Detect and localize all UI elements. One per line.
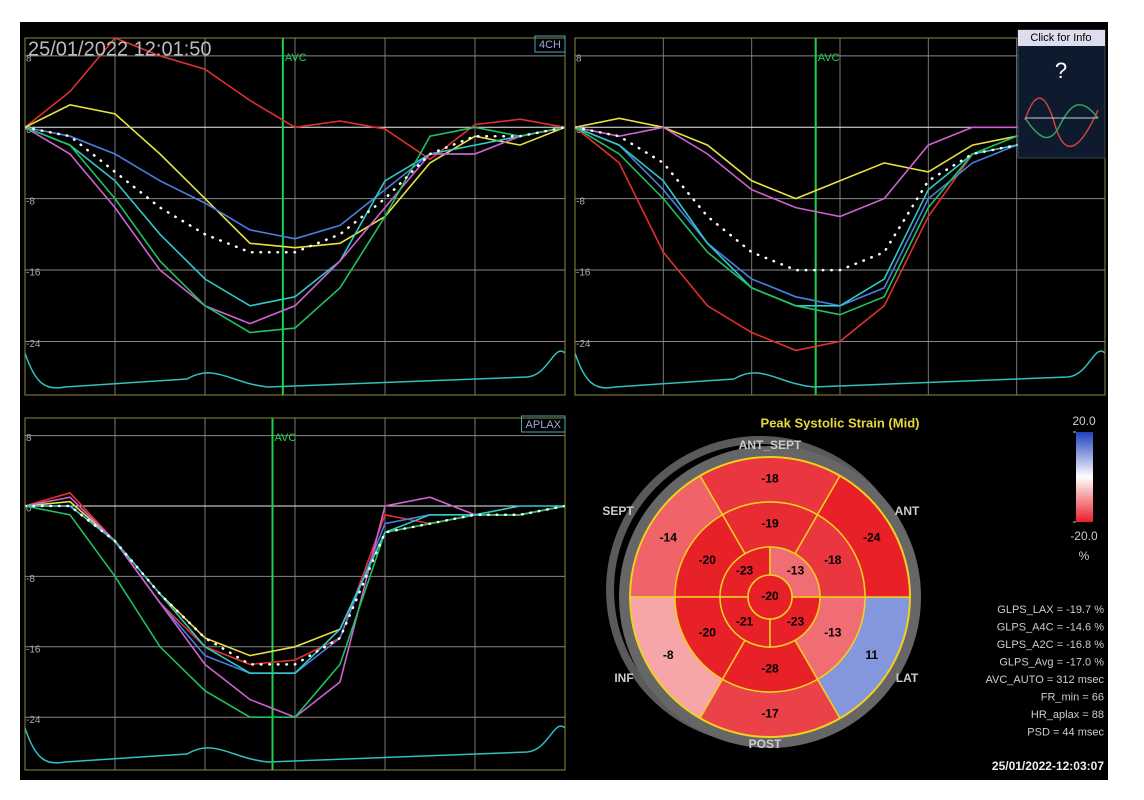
segment-label: -17 [761,707,779,721]
avc-label: AVC [285,52,307,64]
y-tick-label: 8 [26,53,32,64]
segment-label: -13 [824,625,842,639]
measurement: GLPS_A2C = -16.8 % [997,639,1105,651]
strain-curve [25,504,565,666]
strain-curve [575,126,1105,272]
y-tick-label: 0 [26,504,32,515]
icon-curve [1024,104,1099,139]
y-tick-label: -8 [26,574,35,585]
view-tab-box [534,35,566,53]
segment-label: -8 [663,648,674,662]
timestamp: 25/01/2022 12:01:50 [28,38,212,60]
bullseye: -18 -14 -8 -17 11 -24 -19 -20 -20 -28 -13 -18 -23 -21… [602,436,921,751]
ecg-trace [24,725,566,764]
measurement: FR_min = 66 [1041,691,1104,703]
y-tick-label: -16 [26,268,41,279]
ecg-trace [24,350,566,389]
segment-label: -18 [761,472,779,486]
outer-ring [619,446,921,748]
measurement: GLPS_Avg = -17.0 % [999,656,1104,668]
curves [25,38,565,334]
strain-panels: 80-8-16-24AVC4CH80-8-16-24AVC80-8-16-24A… [24,35,1106,771]
bullseye-title: Peak Systolic Strain (Mid) [761,415,920,430]
info-box[interactable] [1017,29,1106,159]
strain-curve [25,38,565,161]
viewer-background [20,22,1108,780]
strain-curve [25,126,565,334]
curves [575,117,1105,352]
ecg-trace [574,350,1106,389]
color-bar-unit: % [1079,549,1090,563]
info-button[interactable]: Click for Info ? [1017,29,1106,159]
strain-curve [25,104,565,249]
segment-label: -20 [761,589,779,603]
region-label: ANT [895,504,920,518]
strain-curve [25,126,565,325]
measurement: AVC_AUTO = 312 msec [985,674,1104,686]
view-tab: APLAX [526,419,562,431]
segment-label: -20 [699,553,717,567]
segment-label: -23 [736,564,754,578]
info-header [1018,30,1105,46]
bullseye-border [629,456,911,738]
color-bar-label: -20.0 [1070,529,1098,543]
segment-label: -21 [736,615,754,629]
measurement: GLPS_A4C = -14.6 % [997,621,1105,633]
info-label: Click for Info [1030,32,1091,44]
strain-curve [25,126,565,254]
panel-frame [24,417,566,771]
footer-timestamp: 25/01/2022-12:03:07 [992,759,1104,773]
color-bar [1076,432,1093,522]
segment-label: -13 [787,564,805,578]
avc-label: AVC [818,52,840,64]
measurement: GLPS_LAX = -19.7 % [997,604,1104,616]
strain-curve [575,126,1105,218]
segment-label: -24 [863,530,881,544]
icon-curve [1024,97,1099,148]
panel-frame [574,37,1106,396]
measurement: PSD = 44 msec [1027,726,1104,738]
view-tab-box [521,415,566,433]
y-tick-label: 8 [26,433,32,444]
info-icon: ? [1055,58,1067,83]
y-tick-label: -16 [576,268,591,279]
y-tick-label: -8 [26,196,35,207]
y-tick-label: -16 [26,644,41,655]
region-label: ANT_SEPT [739,438,802,452]
color-bar-label: 20.0 [1072,414,1096,428]
y-tick-label: -8 [576,196,585,207]
y-tick-label: 8 [576,53,582,64]
segment-label: -23 [787,615,805,629]
y-tick-label: -24 [26,715,41,726]
panel-frame [24,37,566,396]
view-tab: 4CH [539,39,561,51]
panel: 8 0 -8 -16 -24 AVC APLAX [24,415,566,771]
region-label: SEPT [602,504,634,518]
segment-label: -18 [824,553,842,567]
strain-curve [575,126,1105,316]
segment-label: -20 [699,625,717,639]
measurement: HR_aplax = 88 [1031,709,1104,721]
region-label: LAT [896,671,919,685]
region-label: INF [614,671,633,685]
strain-curve [25,126,565,307]
segment-label: 11 [865,648,878,662]
y-tick-label: -24 [26,339,41,350]
curves [25,491,565,719]
segment [747,574,793,620]
segment-label: -19 [761,517,779,531]
avc-label: AVC [275,432,297,444]
y-tick-label: -24 [576,339,591,350]
segment-label: -14 [660,530,678,544]
region-label: POST [749,737,782,751]
segment-label: -28 [761,662,779,676]
